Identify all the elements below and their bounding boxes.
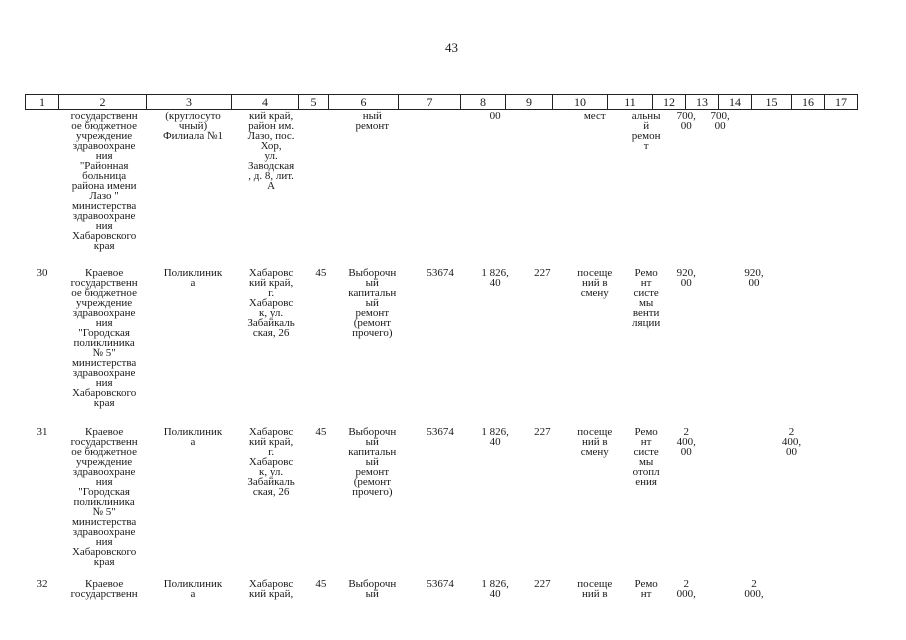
capacity-unit: посеще ний в смену xyxy=(577,426,613,458)
column-header-table: 1 2 3 4 5 6 7 8 9 10 11 12 13 14 15 16 1… xyxy=(25,94,858,110)
header-cell: 16 xyxy=(791,94,825,110)
cell-col-12: 920, 00 xyxy=(676,267,696,289)
row-number: 30 xyxy=(36,267,48,279)
facility-type: Поликлиник а xyxy=(163,426,223,448)
cell-col-7: 53674 xyxy=(426,267,454,279)
cell-col-15 xyxy=(771,265,812,424)
cell-col-13 xyxy=(703,576,737,619)
header-cell: 12 xyxy=(652,94,686,110)
header-cell: 14 xyxy=(718,94,752,110)
page-number: 43 xyxy=(445,40,458,55)
header-cell: 10 xyxy=(552,94,608,110)
cell-col-13 xyxy=(703,424,737,576)
cell-col-14 xyxy=(737,111,771,265)
facility-type: Поликлиник а xyxy=(163,578,223,600)
facility-type: (круглосуто чный) Филиала №1 xyxy=(162,110,224,142)
work-type: Выборочн ый xyxy=(348,578,397,600)
cell-col-17 xyxy=(846,265,880,424)
cell-col-14: 920, 00 xyxy=(744,267,764,289)
cell-col-16 xyxy=(812,424,846,576)
header-row: 1 2 3 4 5 6 7 8 9 10 11 12 13 14 15 16 1… xyxy=(25,94,858,110)
header-cell: 13 xyxy=(685,94,719,110)
cell-col-12: 2 400, 00 xyxy=(676,426,696,458)
header-cell: 8 xyxy=(460,94,506,110)
cell-col-14 xyxy=(737,424,771,576)
header-cell: 11 xyxy=(607,94,653,110)
cell-col-5: 45 xyxy=(315,578,327,590)
header-cell: 3 xyxy=(146,94,232,110)
table-row: государственн ое бюджетное учреждение зд… xyxy=(25,111,880,265)
cell-col-17 xyxy=(846,424,880,576)
institution-name: Краевое государственн xyxy=(70,578,138,600)
header-cell: 5 xyxy=(298,94,329,110)
cell-col-17 xyxy=(846,111,880,265)
cell-col-5: 45 xyxy=(315,426,327,438)
cell-col-15 xyxy=(771,111,812,265)
header-cell: 2 xyxy=(58,94,147,110)
cell-col-16 xyxy=(812,576,846,619)
institution-name: Краевое государственн ое бюджетное учреж… xyxy=(70,426,138,568)
cell-col-7: 53674 xyxy=(426,426,454,438)
header-cell: 6 xyxy=(328,94,399,110)
cell-col-8: 1 826, 40 xyxy=(481,267,509,289)
cell-col-12: 700, 00 xyxy=(676,110,696,132)
cell-col-15 xyxy=(771,576,812,619)
row-number: 32 xyxy=(36,578,48,590)
cell-col-17 xyxy=(846,576,880,619)
table-row: 32 Краевое государственн Поликлиник а Хабар… xyxy=(25,576,880,619)
work-description: Ремо нт xyxy=(634,578,658,600)
cell-col-7: 53674 xyxy=(426,578,454,590)
work-description: альны й ремон т xyxy=(631,110,661,152)
cell-col-7 xyxy=(408,111,472,265)
institution-name: государственн ое бюджетное учреждение зд… xyxy=(70,110,138,252)
cell-col-15: 2 400, 00 xyxy=(781,426,802,458)
header-cell: 15 xyxy=(751,94,792,110)
cell-col-8: 1 826, 40 xyxy=(481,578,509,600)
work-type: Выборочн ый капитальн ый ремонт (ремонт … xyxy=(348,426,397,498)
capacity-unit: мест xyxy=(583,110,606,122)
cell-col-9: 227 xyxy=(534,267,551,279)
header-cell: 1 xyxy=(25,94,59,110)
address: кий край, район им. Лазо, пос. Хор, ул. … xyxy=(247,110,295,192)
address: Хабаровс кий край, г. Хабаровс к, ул. За… xyxy=(247,267,295,339)
capacity-unit: посеще ний в xyxy=(577,578,613,600)
work-type: ный ремонт xyxy=(355,110,390,132)
header-cell: 7 xyxy=(398,94,461,110)
cell-col-16 xyxy=(812,265,846,424)
table-row: 31 Краевое государственн ое бюджетное учр… xyxy=(25,424,880,576)
cell-col-8: 1 826, 40 xyxy=(481,426,509,448)
work-description: Ремо нт систе мы отопл ения xyxy=(632,426,660,488)
header-cell: 4 xyxy=(231,94,299,110)
row-number: 31 xyxy=(36,426,48,438)
capacity-unit: посеще ний в смену xyxy=(577,267,613,299)
address: Хабаровс кий край, г. Хабаровс к, ул. За… xyxy=(247,426,295,498)
cell-col-9: 227 xyxy=(534,426,551,438)
cell-col-9 xyxy=(518,111,566,265)
institution-name: Краевое государственн ое бюджетное учреж… xyxy=(70,267,138,409)
work-type: Выборочн ый капитальн ый ремонт (ремонт … xyxy=(348,267,397,339)
facility-type: Поликлиник а xyxy=(163,267,223,289)
address: Хабаровс кий край, xyxy=(248,578,294,600)
cell-col-13 xyxy=(703,265,737,424)
cell-col-12: 2 000, xyxy=(676,578,696,600)
header-cell: 17 xyxy=(824,94,858,110)
cell-col-5 xyxy=(306,111,337,265)
cell-col-8: 00 xyxy=(489,110,501,122)
cell-col-13: 700, 00 xyxy=(710,110,730,132)
row-number xyxy=(25,111,59,265)
work-description: Ремо нт систе мы венти ляции xyxy=(632,267,661,329)
cell-col-5: 45 xyxy=(315,267,327,279)
cell-col-9: 227 xyxy=(534,578,551,590)
cell-col-14: 2 000, xyxy=(744,578,764,600)
table-row: 30 Краевое государственн ое бюджетное учр… xyxy=(25,265,880,424)
cell-col-16 xyxy=(812,111,846,265)
header-cell: 9 xyxy=(505,94,553,110)
data-table: государственн ое бюджетное учреждение зд… xyxy=(25,111,880,619)
